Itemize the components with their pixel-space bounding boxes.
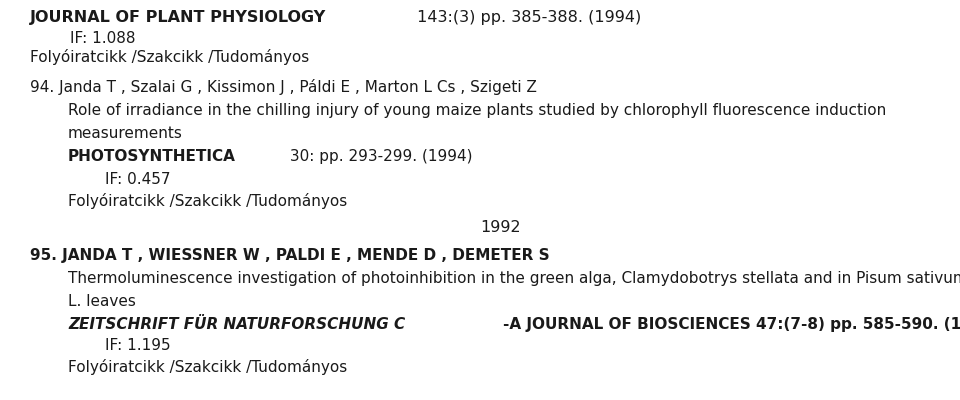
Text: ZEITSCHRIFT FÜR NATURFORSCHUNG C: ZEITSCHRIFT FÜR NATURFORSCHUNG C xyxy=(68,317,405,332)
Text: 1992: 1992 xyxy=(480,220,520,235)
Text: L. leaves: L. leaves xyxy=(68,294,136,309)
Text: Role of irradiance in the chilling injury of young maize plants studied by chlor: Role of irradiance in the chilling injur… xyxy=(68,103,886,118)
Text: 94. Janda T , Szalai G , Kissimon J , Páldi E , Marton L Cs , Szigeti Z: 94. Janda T , Szalai G , Kissimon J , Pá… xyxy=(30,79,537,95)
Text: Folyóiratcikk /Szakcikk /Tudományos: Folyóiratcikk /Szakcikk /Tudományos xyxy=(68,359,348,375)
Text: IF: 0.457: IF: 0.457 xyxy=(105,172,171,187)
Text: measurements: measurements xyxy=(68,126,182,141)
Text: 143:(3) pp. 385-388. (1994): 143:(3) pp. 385-388. (1994) xyxy=(412,10,641,25)
Text: IF: 1.195: IF: 1.195 xyxy=(105,338,171,353)
Text: JOURNAL OF PLANT PHYSIOLOGY: JOURNAL OF PLANT PHYSIOLOGY xyxy=(30,10,326,25)
Text: PHOTOSYNTHETICA: PHOTOSYNTHETICA xyxy=(68,149,236,164)
Text: Thermoluminescence investigation of photoinhibition in the green alga, Clamydobo: Thermoluminescence investigation of phot… xyxy=(68,271,960,286)
Text: 95. JANDA T , WIESSNER W , PALDI E , MENDE D , DEMETER S: 95. JANDA T , WIESSNER W , PALDI E , MEN… xyxy=(30,248,550,263)
Text: 30: pp. 293-299. (1994): 30: pp. 293-299. (1994) xyxy=(284,149,472,164)
Text: Folyóiratcikk /Szakcikk /Tudományos: Folyóiratcikk /Szakcikk /Tudományos xyxy=(68,193,348,209)
Text: -A JOURNAL OF BIOSCIENCES 47:(7-8) pp. 585-590. (1992): -A JOURNAL OF BIOSCIENCES 47:(7-8) pp. 5… xyxy=(503,317,960,332)
Text: Folyóiratcikk /Szakcikk /Tudományos: Folyóiratcikk /Szakcikk /Tudományos xyxy=(30,49,309,65)
Text: IF: 1.088: IF: 1.088 xyxy=(70,31,135,46)
